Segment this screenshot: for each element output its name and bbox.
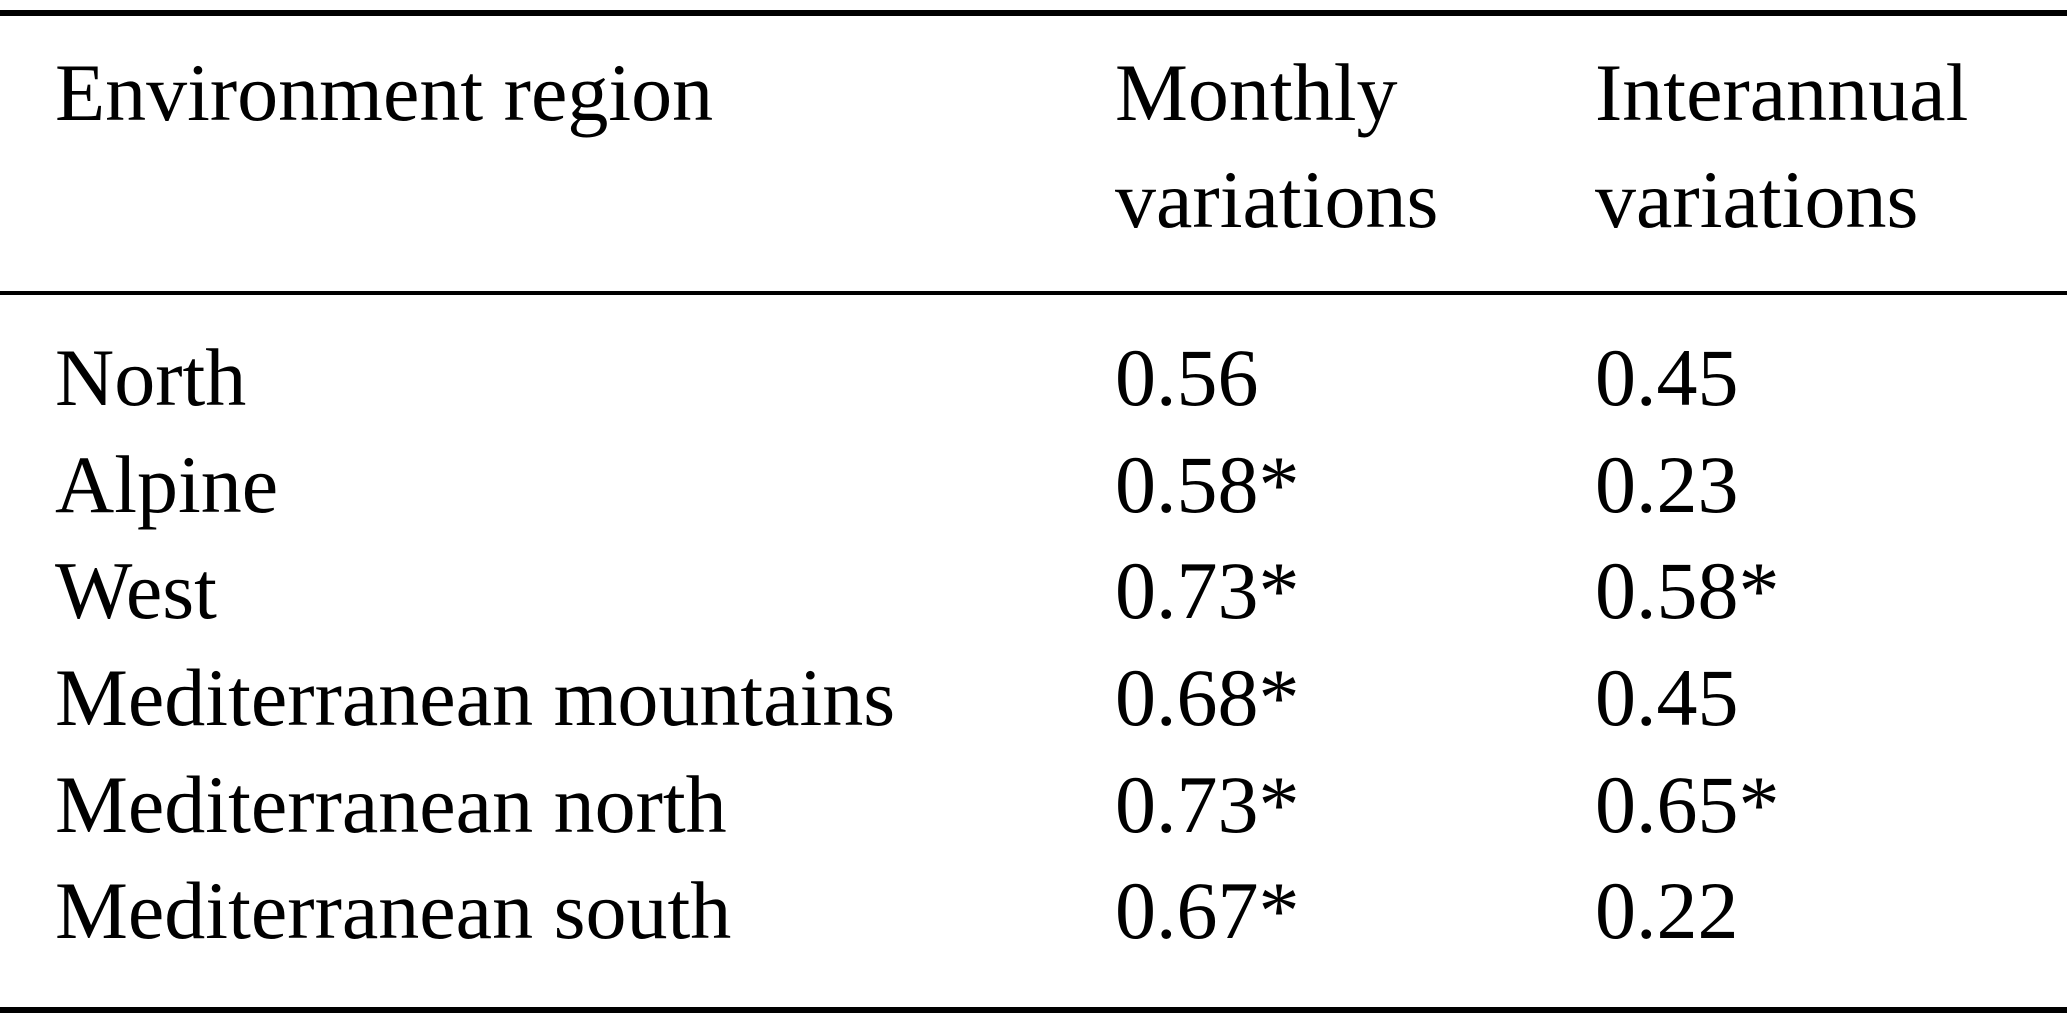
interannual-value-cell: 0.22 (1595, 865, 1739, 957)
table-row: Mediterranean south 0.67* 0.22 (0, 858, 2067, 1010)
column-header-interannual-variations: Interannual variations (1595, 13, 2067, 296)
table-head: Environment region Monthly variations In… (0, 13, 2067, 296)
monthly-value-cell: 0.56 (1115, 332, 1259, 424)
interannual-value-cell: 0.45 (1595, 651, 1739, 743)
region-cell: Alpine (55, 438, 279, 530)
monthly-value-cell: 0.68* (1115, 651, 1300, 743)
table-row: Alpine 0.58* 0.23 (0, 432, 2067, 539)
monthly-value-cell: 0.73* (1115, 758, 1300, 850)
interannual-value-cell: 0.65* (1595, 758, 1780, 850)
region-cell: Mediterranean mountains (55, 651, 896, 743)
region-cell: West (55, 545, 217, 637)
table-row: West 0.73* 0.58* (0, 538, 2067, 645)
table-header-row: Environment region Monthly variations In… (0, 13, 2067, 296)
table-row: North 0.56 0.45 (0, 293, 2067, 432)
monthly-value-cell: 0.58* (1115, 438, 1300, 530)
column-header-region: Environment region (0, 13, 1115, 296)
table-body: North 0.56 0.45 Alpine 0.58* 0.23 West 0… (0, 293, 2067, 1010)
region-cell: Mediterranean north (55, 758, 727, 850)
region-cell: North (55, 332, 247, 424)
interannual-value-cell: 0.45 (1595, 332, 1739, 424)
environment-variations-table: Environment region Monthly variations In… (0, 10, 2067, 1013)
table-row: Mediterranean north 0.73* 0.65* (0, 752, 2067, 859)
interannual-value-cell: 0.58* (1595, 545, 1780, 637)
monthly-value-cell: 0.73* (1115, 545, 1300, 637)
interannual-value-cell: 0.23 (1595, 438, 1739, 530)
region-cell: Mediterranean south (55, 865, 732, 957)
monthly-value-cell: 0.67* (1115, 865, 1300, 957)
column-header-monthly-variations: Monthly variations (1115, 13, 1595, 296)
table-row: Mediterranean mountains 0.68* 0.45 (0, 645, 2067, 752)
